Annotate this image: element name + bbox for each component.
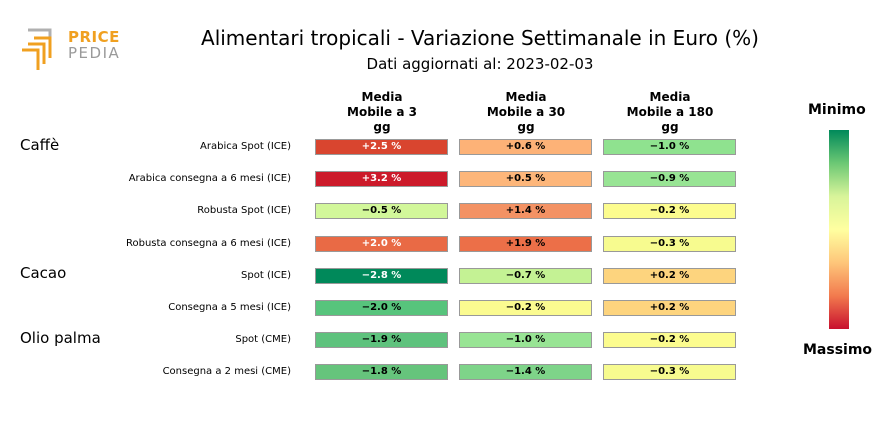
row-label: Arabica consegna a 6 mesi (ICE) — [128, 173, 291, 184]
column-header-line: Media — [361, 90, 403, 104]
column-header-line: Media — [649, 90, 691, 104]
row-label: Robusta consegna a 6 mesi (ICE) — [125, 238, 291, 249]
column-header-line: gg — [661, 120, 679, 134]
heatmap-cell: −0.9 % — [603, 171, 736, 187]
heatmap-cell: −1.0 % — [603, 139, 736, 155]
row-label: Robusta Spot (ICE) — [197, 205, 291, 216]
column-header-line: Media — [505, 90, 547, 104]
heatmap-cell: −0.2 % — [603, 332, 736, 348]
heatmap-cell: −0.3 % — [603, 364, 736, 380]
column-header-line: Mobile a 180 — [626, 105, 714, 119]
column-header-line: gg — [373, 120, 391, 134]
column-header-180gg: Media Mobile a 180 gg — [603, 90, 737, 135]
heatmap-cell: +2.5 % — [315, 139, 448, 155]
row-label: Arabica Spot (ICE) — [200, 141, 291, 152]
column-header-3gg: Media Mobile a 3 gg — [315, 90, 449, 135]
row-label: Spot (CME) — [235, 334, 291, 345]
row-label: Consegna a 2 mesi (CME) — [162, 366, 291, 377]
logo-mark-icon — [22, 28, 52, 70]
legend-colorbar — [829, 130, 849, 329]
heatmap-cell: −0.2 % — [459, 300, 592, 316]
heatmap-cell: −1.4 % — [459, 364, 592, 380]
pricepedia-logo: PRICE PEDIA — [20, 24, 130, 74]
legend-min-label: Minimo — [808, 102, 866, 118]
heatmap-cell: +2.0 % — [315, 236, 448, 252]
column-header-line: gg — [517, 120, 535, 134]
heatmap-cell: +1.9 % — [459, 236, 592, 252]
heatmap-cell: +0.2 % — [603, 300, 736, 316]
column-header-line: Mobile a 3 — [347, 105, 417, 119]
heatmap-cell: −2.8 % — [315, 268, 448, 284]
group-label-olio-palma: Olio palma — [20, 329, 101, 347]
page-subtitle: Dati aggiornati al: 2023-02-03 — [366, 55, 594, 73]
heatmap-cell: +0.6 % — [459, 139, 592, 155]
group-label-cacao: Cacao — [20, 264, 67, 282]
heatmap-cell: +0.5 % — [459, 171, 592, 187]
heatmap-cell: +1.4 % — [459, 203, 592, 219]
page-title: Alimentari tropicali - Variazione Settim… — [201, 26, 759, 50]
logo-word-price: PRICE — [68, 28, 120, 46]
column-header-30gg: Media Mobile a 30 gg — [459, 90, 593, 135]
heatmap-cell: −1.9 % — [315, 332, 448, 348]
logo-word-pedia: PEDIA — [68, 44, 121, 62]
heatmap-cell: −1.0 % — [459, 332, 592, 348]
heatmap-cell: −0.2 % — [603, 203, 736, 219]
heatmap-cell: −1.8 % — [315, 364, 448, 380]
row-label: Consegna a 5 mesi (ICE) — [168, 302, 291, 313]
column-header-line: Mobile a 30 — [486, 105, 566, 119]
row-label: Spot (ICE) — [241, 270, 291, 281]
group-label-caffe: Caffè — [20, 136, 60, 154]
heatmap-cell: −0.5 % — [315, 203, 448, 219]
heatmap-cell: −0.7 % — [459, 268, 592, 284]
heatmap-cell: +3.2 % — [315, 171, 448, 187]
heatmap-cell: −0.3 % — [603, 236, 736, 252]
heatmap-cell: −2.0 % — [315, 300, 448, 316]
heatmap-cell: +0.2 % — [603, 268, 736, 284]
legend-max-label: Massimo — [803, 342, 873, 358]
